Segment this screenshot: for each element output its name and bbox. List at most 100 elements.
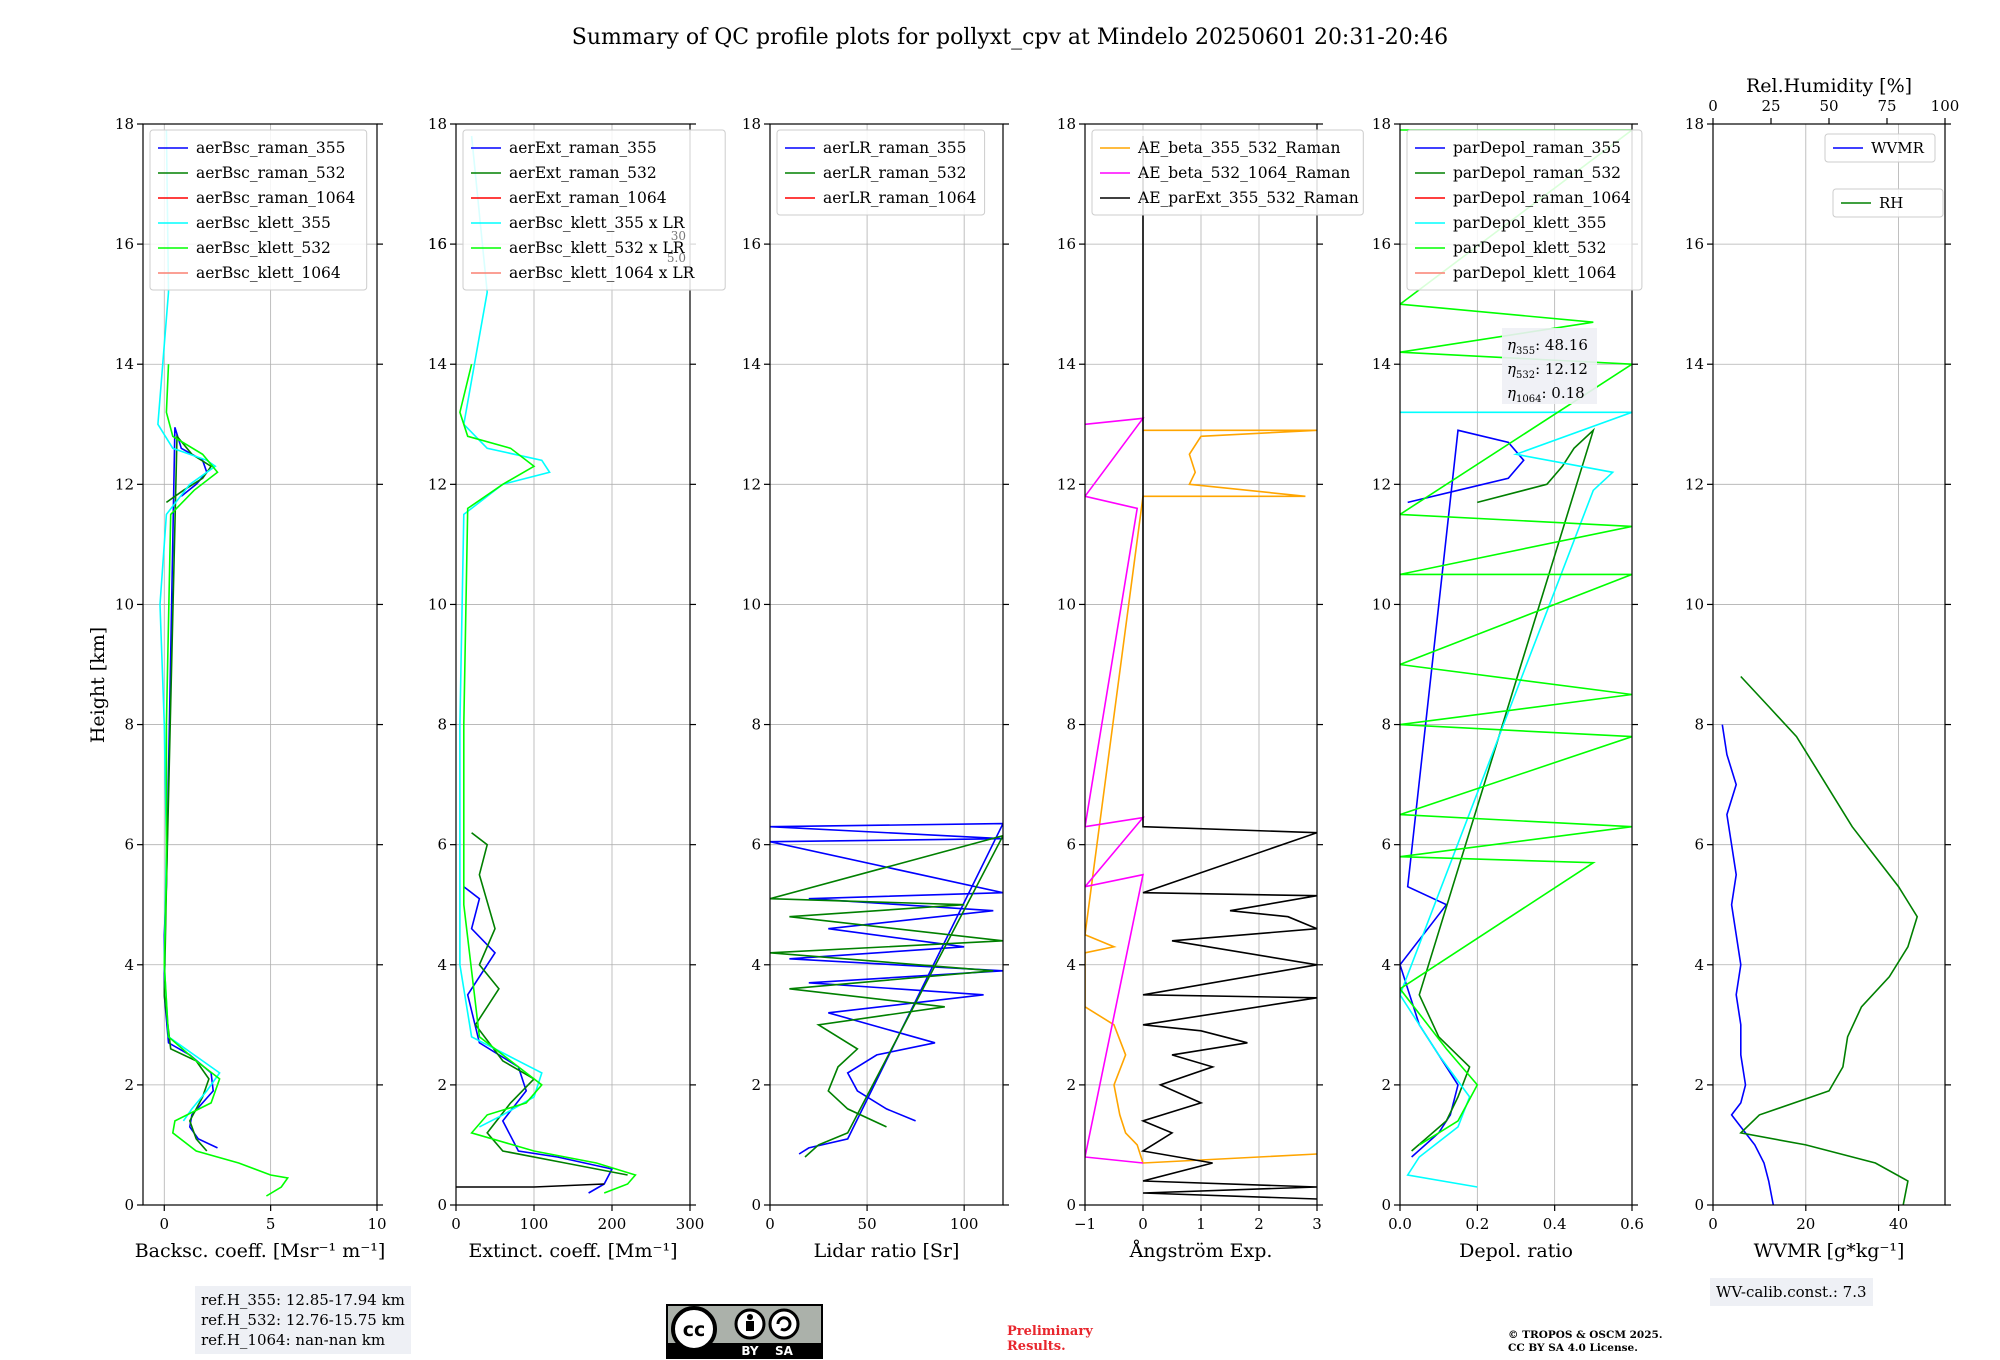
y-tick-label: 18 (428, 115, 447, 133)
y-tick-label: 12 (115, 475, 134, 493)
x-tick-label: 1 (1196, 1215, 1206, 1233)
top-x-tick-label: 50 (1819, 97, 1838, 115)
y-tick-label: 8 (437, 716, 447, 734)
legend-label: aerLR_raman_1064 (823, 189, 976, 207)
series-AE_parExt_355_532_Raman (1140, 136, 1317, 1200)
legend: parDepol_raman_355 parDepol_raman_532 parD… (1406, 129, 1643, 291)
y-tick-label: 14 (428, 355, 447, 373)
y-tick-label: 10 (1685, 595, 1704, 613)
legend-frame (1406, 129, 1643, 291)
legend: AE_beta_355_532_Raman AE_beta_532_1064_Ra… (1091, 129, 1364, 216)
y-tick-label: 8 (1694, 716, 1704, 734)
y-tick-label: 2 (751, 1076, 761, 1094)
x-tick-label: 20 (1796, 1215, 1815, 1233)
series-aerLR_raman_532 (770, 834, 1003, 1158)
y-tick-label: 2 (437, 1076, 447, 1094)
hidden-annotation-b: 5.0 (667, 251, 686, 265)
series-aerLR_raman_355 (770, 822, 1003, 1155)
preliminary-results-note: Preliminary Results. (1007, 1324, 1093, 1354)
legend-label: AE_parExt_355_532_Raman (1137, 189, 1359, 207)
y-tick-label: 12 (1057, 475, 1076, 493)
legend-frame (149, 129, 368, 291)
legend-label: aerBsc_raman_1064 (196, 189, 356, 207)
preliminary-line-2: Results. (1007, 1339, 1066, 1354)
x-tick-label: 10 (367, 1215, 386, 1233)
series-aerBsc_klett_532 (163, 364, 290, 1197)
x-tick-label: 5 (266, 1215, 276, 1233)
wv-calib-const: WV-calib.const.: 7.3 (1716, 1283, 1867, 1301)
y-tick-label: 14 (115, 355, 134, 373)
x-tick-label: 100 (950, 1215, 979, 1233)
axes-frame (142, 123, 378, 1206)
y-tick-label: 4 (437, 956, 447, 974)
panel-3: 0 2 4 6 8 10 12 14 16 18 0 50 100 Lidar ratio [Sr] aer… (742, 115, 1009, 1262)
y-tick-label: 12 (1685, 475, 1704, 493)
y-tick-label: 4 (124, 956, 134, 974)
y-tick-label: 0 (751, 1196, 761, 1214)
series-group (157, 129, 290, 1197)
legend-label: parDepol_klett_532 (1453, 239, 1606, 257)
series-aerExt_raman_1064 baseline (456, 1183, 605, 1188)
y-tick-label: 6 (751, 836, 761, 854)
legend-frame (1832, 188, 1944, 218)
y-tick-label: 10 (1057, 595, 1076, 613)
x-tick-label: 100 (520, 1215, 549, 1233)
legend-label: RH (1879, 194, 1903, 212)
x-tick-label: 50 (858, 1215, 877, 1233)
y-tick-label: 8 (1066, 716, 1076, 734)
top-x-tick-label: 100 (1931, 97, 1960, 115)
series-WVMR (1721, 724, 1775, 1205)
y-tick-label: 16 (115, 235, 134, 253)
legend-frame (1091, 129, 1364, 216)
legend: aerBsc_raman_355 aerBsc_raman_532 aerBsc_r… (149, 129, 368, 291)
y-tick-label: 18 (115, 115, 134, 133)
by-person-body (746, 1321, 754, 1331)
x-tick-label: 0.2 (1465, 1215, 1489, 1233)
x-tick-label: 0.4 (1543, 1215, 1567, 1233)
legend-label: aerLR_raman_355 (823, 139, 966, 157)
sa-share-icon (768, 1308, 800, 1340)
eta-box (1502, 328, 1597, 404)
series-AE_beta_532_1064_Raman (1085, 417, 1145, 1164)
x-tick-label: −1 (1074, 1215, 1096, 1233)
y-tick-label: 6 (124, 836, 134, 854)
y-tick-label: 0 (124, 1196, 134, 1214)
sa-label: SA (775, 1344, 794, 1358)
x-axis-label: Extinct. coeff. [Mm⁻¹] (468, 1240, 677, 1262)
x-tick-label: 0.6 (1620, 1215, 1644, 1233)
eta-annotation: η355: 48.16 η532: 12.12 η1064: 0.18 (1502, 328, 1597, 405)
legend-label: aerBsc_klett_355 (196, 214, 331, 232)
y-tick-label: 6 (1066, 836, 1076, 854)
legend-label: parDepol_klett_355 (1453, 214, 1606, 232)
y-tick-label: 2 (1066, 1076, 1076, 1094)
axes-frame (769, 123, 1004, 1206)
y-tick-label: 10 (742, 595, 761, 613)
legend-label: aerBsc_klett_1064 (196, 264, 341, 282)
y-tick-label: 14 (742, 355, 761, 373)
legend-label: aerBsc_klett_1064 x LR (509, 264, 696, 282)
x-tick-label: 200 (598, 1215, 627, 1233)
series-parDepol_klett_355 (1400, 411, 1632, 1188)
copyright-note: © TROPOS & OSCM 2025. CC BY SA 4.0 Licen… (1508, 1329, 1663, 1355)
legend-label: aerBsc_raman_532 (196, 164, 346, 182)
series-group (1085, 136, 1317, 1200)
legend-label: parDepol_raman_1064 (1453, 189, 1631, 207)
series-AE_beta_355_532_Raman (1085, 429, 1317, 1164)
series-aerBsc_klett_355 (157, 129, 221, 1122)
y-tick-label: 0 (1694, 1196, 1704, 1214)
y-tick-label: 8 (751, 716, 761, 734)
ref-height-532: ref.H_532: 12.76-15.75 km (201, 1311, 405, 1329)
ref-height-1064: ref.H_1064: nan-nan km (201, 1331, 386, 1349)
cc-by-sa-badge[interactable]: cc BY SA (666, 1304, 823, 1359)
y-tick-label: 10 (428, 595, 447, 613)
series-aerBsc_klett_532 x LR (459, 364, 637, 1194)
reference-heights-box: ref.H_355: 12.85-17.94 km ref.H_532: 12.… (195, 1286, 411, 1354)
series-parDepol_klett_532 (1400, 129, 1632, 1146)
series-group (456, 135, 637, 1194)
legend-box: RH (1832, 188, 1944, 218)
axes-frame (1399, 123, 1633, 1206)
y-tick-label: 6 (437, 836, 447, 854)
y-tick-label: 14 (1057, 355, 1076, 373)
